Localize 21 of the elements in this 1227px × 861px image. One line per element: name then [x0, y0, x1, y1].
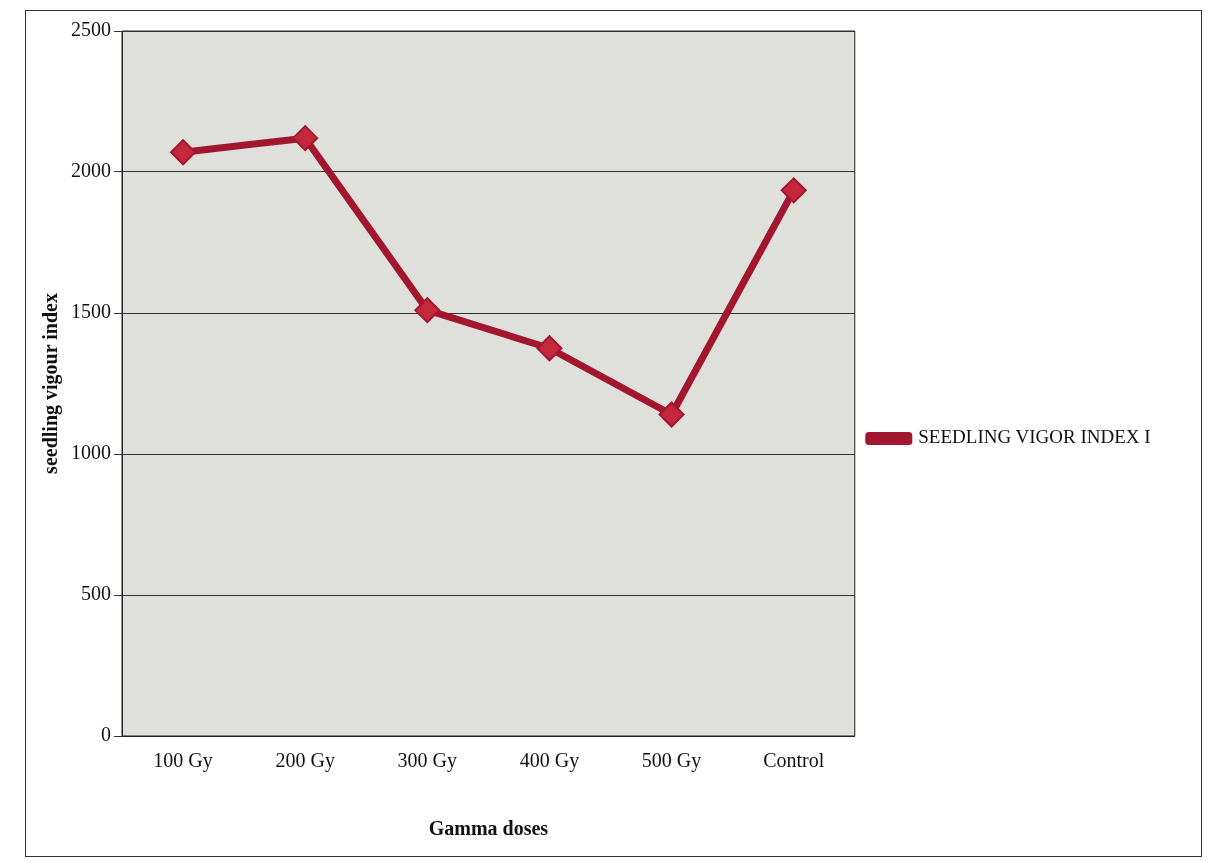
point	[292, 125, 319, 152]
y-axis-title: seedling vigour index	[39, 293, 63, 474]
y-tick-label: 1000	[71, 441, 111, 464]
point	[658, 401, 685, 428]
y-tick-label: 2500	[71, 18, 111, 41]
point	[536, 335, 563, 362]
x-tick-label: Control	[763, 749, 825, 772]
x-tick-label: 500 Gy	[641, 749, 702, 773]
y-tick-label: 2000	[71, 159, 111, 182]
y-tick-label: 0	[101, 723, 111, 746]
point	[170, 139, 197, 166]
x-tick-label: 300 Gy	[397, 749, 458, 773]
x-tick-label: 200 Gy	[275, 749, 335, 773]
y-tick-label: 500	[81, 582, 111, 605]
legend-label: SEEDLING VIGOR INDEX I	[918, 426, 1151, 448]
point	[414, 297, 441, 324]
x-tick-label: 100 Gy	[153, 749, 213, 773]
point	[780, 177, 807, 204]
x-tick-label: 400 Gy	[519, 749, 580, 773]
y-tick-label: 1500	[71, 300, 111, 323]
x-axis-title: Gamma doses	[428, 817, 549, 840]
